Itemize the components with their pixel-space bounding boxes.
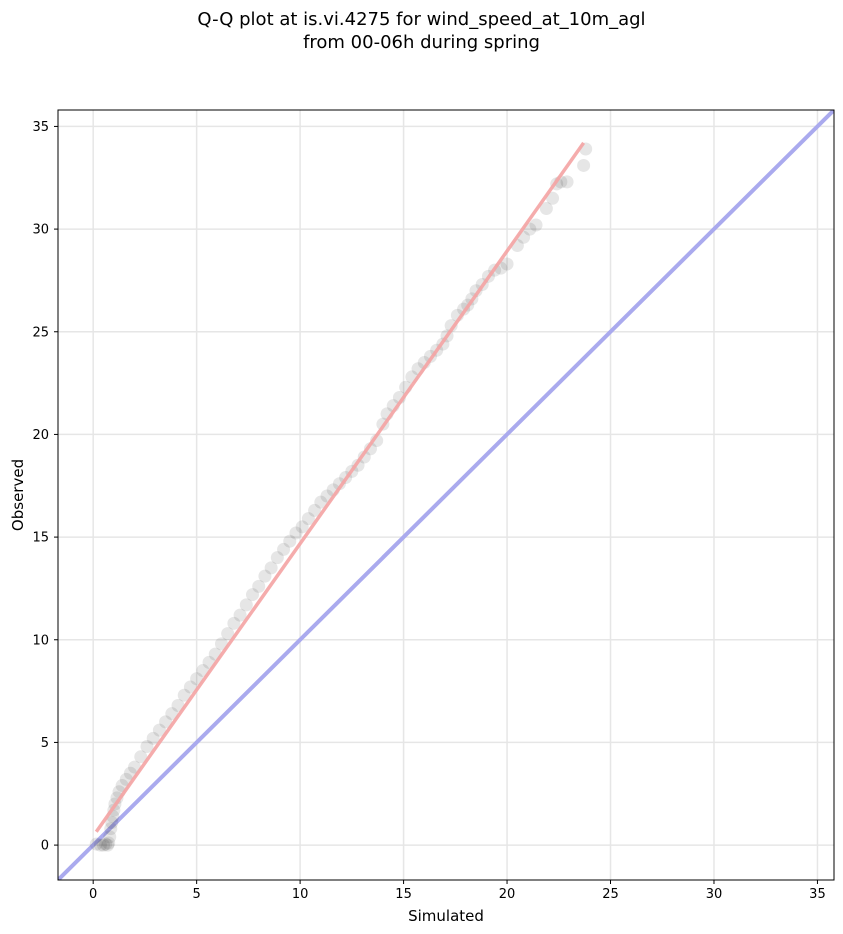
y-tick-label: 30	[32, 223, 49, 238]
data-point	[101, 838, 115, 852]
x-tick-label: 5	[193, 887, 201, 902]
data-point	[134, 750, 148, 764]
y-tick-label: 15	[32, 531, 49, 546]
x-tick-label: 30	[706, 887, 723, 902]
y-tick-label: 20	[32, 428, 49, 443]
data-point	[270, 551, 284, 565]
y-tick-label: 10	[32, 633, 49, 648]
data-point	[277, 542, 291, 556]
plot-frame	[57, 109, 835, 881]
y-tick-label: 5	[41, 736, 49, 751]
data-point	[539, 202, 553, 216]
y-tick-label: 0	[41, 839, 49, 854]
data-point	[102, 836, 116, 850]
data-point	[252, 579, 266, 593]
data-point	[99, 837, 113, 851]
data-point	[308, 503, 322, 517]
data-point	[177, 688, 191, 702]
data-point	[444, 319, 458, 333]
reference-line-layer	[58, 110, 834, 880]
data-point	[295, 520, 309, 534]
data-point	[105, 816, 119, 830]
fit-line	[94, 141, 586, 833]
chart-title-line-1: Q-Q plot at is.vi.4275 for wind_speed_at…	[197, 9, 646, 30]
data-point	[289, 526, 303, 540]
data-point	[239, 598, 253, 612]
chart-title-line-2: from 00-06h during spring	[303, 32, 540, 53]
data-point	[214, 637, 228, 651]
x-tick-label: 0	[89, 887, 97, 902]
data-point	[233, 608, 247, 622]
x-tick-label: 25	[602, 887, 619, 902]
data-point	[190, 672, 204, 686]
x-axis-ticks: 0 5 10 15 20 25 30 35	[89, 880, 826, 902]
data-point	[104, 822, 118, 836]
data-point	[283, 534, 297, 548]
data-point	[314, 495, 328, 509]
data-point	[227, 616, 241, 630]
data-point	[301, 512, 315, 526]
y-tick-label: 35	[32, 120, 49, 135]
data-point	[110, 791, 124, 805]
data-point	[93, 838, 107, 852]
data-point	[500, 257, 514, 271]
x-tick-label: 20	[499, 887, 516, 902]
x-tick-label: 15	[395, 887, 412, 902]
data-point	[89, 837, 103, 851]
x-tick-label: 35	[809, 887, 826, 902]
x-axis-label: Simulated	[408, 907, 484, 925]
data-point	[140, 740, 154, 754]
y-axis-label: Observed	[9, 459, 27, 531]
data-point	[165, 707, 179, 721]
data-point	[363, 442, 377, 456]
data-point	[529, 218, 543, 232]
data-point	[103, 830, 117, 844]
data-point	[246, 588, 260, 602]
y-axis-ticks: 0 5 10 15 20 25 30 35	[32, 120, 58, 854]
data-point	[159, 715, 173, 729]
data-point	[577, 158, 591, 172]
data-point	[97, 838, 111, 852]
reference-line	[58, 110, 834, 880]
y-tick-label: 25	[32, 325, 49, 340]
data-point	[546, 191, 560, 205]
data-point	[560, 175, 574, 189]
data-point	[146, 731, 160, 745]
data-point	[264, 561, 278, 575]
x-tick-label: 10	[292, 887, 309, 902]
data-point	[258, 569, 272, 583]
data-point	[152, 723, 166, 737]
grid	[58, 110, 834, 880]
fit-line-layer	[94, 141, 586, 833]
data-point	[221, 627, 235, 641]
data-point	[183, 680, 197, 694]
